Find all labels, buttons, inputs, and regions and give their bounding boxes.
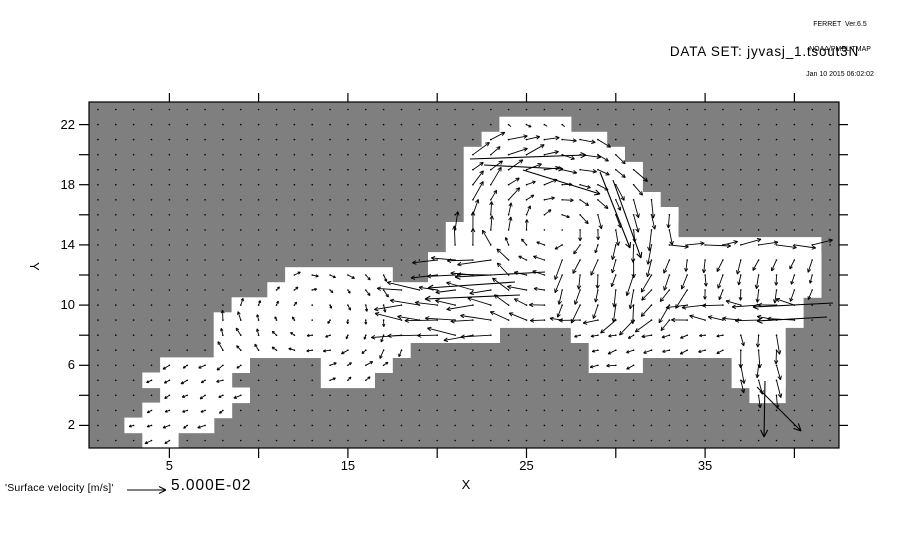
y-tick-label: 14 — [60, 236, 75, 252]
jet-arrows — [424, 151, 834, 438]
y-tick-label: 22 — [60, 116, 75, 132]
water-cell-run — [285, 267, 393, 283]
x-tick-label: 15 — [340, 458, 356, 473]
y-tick-label: 2 — [67, 417, 75, 433]
ferret-version-line: FERRET Ver.6.5 — [813, 20, 867, 28]
ferret-timestamp-line: Jan 10 2015 06:02:02 — [806, 71, 874, 79]
y-tick-label: 18 — [60, 176, 75, 192]
dataset-title: DATA SET: jyvasj_1.tsout3N — [669, 44, 859, 59]
water-cell-run — [428, 267, 822, 283]
x-axis-label: X — [461, 477, 471, 492]
water-cell-run — [570, 327, 786, 343]
water-cell-run — [463, 207, 679, 223]
reference-vector-label: 'Surface velocity [m/s]' — [5, 482, 114, 494]
water-cell-run — [428, 252, 822, 268]
x-tick-label: 35 — [697, 458, 713, 473]
water-cell-run — [499, 116, 572, 133]
plot-frame — [88, 101, 840, 449]
x-tick-label: 25 — [519, 458, 534, 473]
y-axis-label: Y — [26, 262, 42, 271]
water-cell-run — [320, 357, 393, 373]
water-cell-run — [463, 176, 643, 193]
water-cells — [124, 116, 822, 449]
y-tick-label: 10 — [60, 297, 75, 313]
ferret-org-line: NOAA/PMEL TMAP — [809, 46, 871, 54]
reference-vector-value: 5.000E-02 — [171, 477, 252, 494]
ferret-version-header: FERRET Ver.6.5 NOAA/PMEL TMAP Jan 10 201… — [765, 4, 915, 96]
x-tick-label: 5 — [165, 458, 173, 473]
axis-ticks — [79, 93, 848, 458]
water-cell-run — [213, 327, 500, 343]
reference-vector-arrow-icon — [127, 486, 167, 494]
water-cell-run — [142, 432, 179, 449]
y-tick-label: 6 — [67, 357, 75, 373]
